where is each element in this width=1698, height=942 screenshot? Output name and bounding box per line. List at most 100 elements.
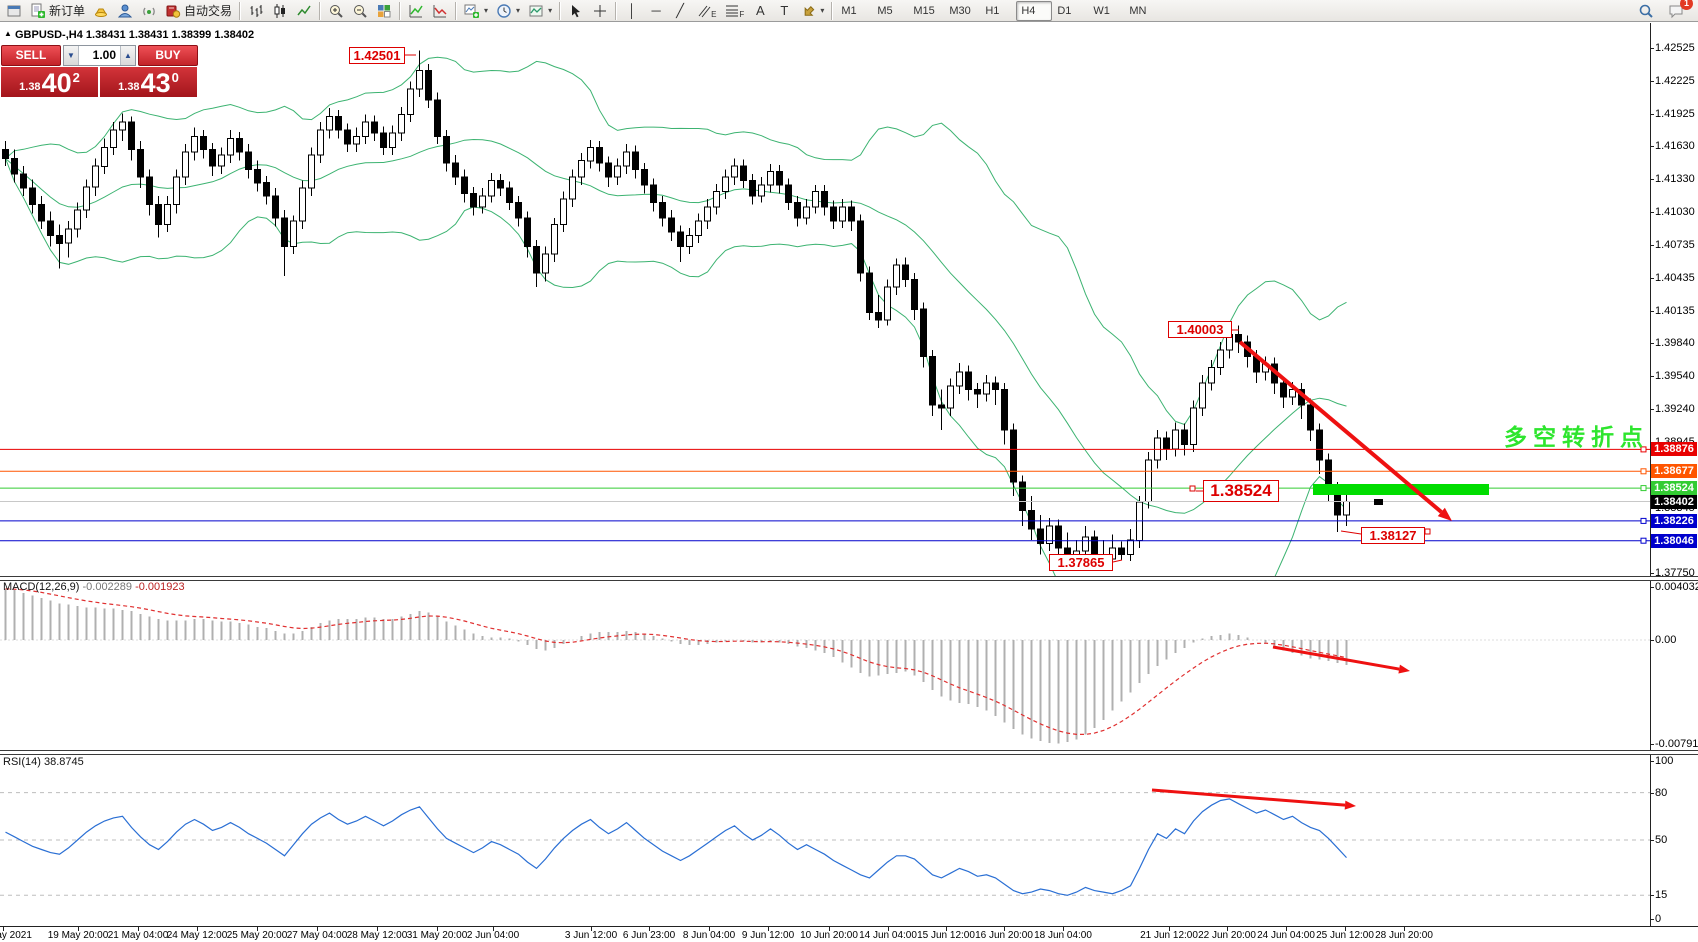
one-click-trading-panel: SELL ▼ 1.00 ▲ BUY 1.38 40 2 1.38 43 0 [1, 45, 198, 97]
candle-body [605, 162, 612, 178]
text-icon[interactable]: A [755, 3, 765, 18]
trend-arrow[interactable] [1151, 788, 1346, 807]
price-annotation-label[interactable]: 1.42501 [349, 47, 405, 64]
price-axis-tick: 1.41630 [1655, 140, 1695, 153]
candlestick-icon[interactable] [268, 0, 292, 22]
price-annotation-label[interactable]: 1.40003 [1168, 321, 1232, 338]
zoom-in-icon[interactable] [324, 0, 348, 22]
sell-button[interactable]: SELL [1, 45, 61, 66]
candlestick-icon [272, 3, 288, 19]
objects-list-icon[interactable] [428, 0, 452, 22]
label-leader-line [1112, 559, 1123, 563]
signals-icon[interactable] [137, 0, 161, 22]
volume-input[interactable]: 1.00 [92, 48, 116, 62]
price-annotation-label[interactable]: 1.38127 [1361, 527, 1425, 544]
community-icon[interactable] [113, 0, 137, 22]
candle-body [110, 129, 117, 148]
green-highlight-box[interactable] [1313, 484, 1489, 495]
trend-arrow[interactable] [1272, 645, 1400, 671]
chinese-annotation-text[interactable]: 多空转折点 [1504, 424, 1649, 450]
candle-body [533, 246, 540, 274]
candle-body [677, 231, 684, 247]
volume-stepper[interactable]: ▼ 1.00 ▲ [63, 45, 136, 66]
notification-badge: 1 [1680, 0, 1693, 10]
line-chart-icon[interactable] [292, 0, 316, 22]
pane-splitter-macd[interactable] [0, 576, 1698, 581]
candle-body [389, 132, 396, 148]
price-badge: 1.38046 [1651, 533, 1697, 548]
trend-arrow-head [1437, 507, 1452, 521]
fibonacci-icon[interactable]: F [720, 0, 748, 22]
price-annotation-label[interactable]: 1.37865 [1049, 554, 1113, 571]
channel-icon[interactable]: E [692, 0, 720, 22]
period-dropdown[interactable]: ▾ [492, 0, 524, 22]
time-axis-tick: 22 Jun 20:00 [1198, 930, 1256, 941]
trendline-icon[interactable]: ╱ [676, 2, 684, 18]
template-dropdown[interactable]: ▾ [524, 0, 556, 22]
line-handle[interactable] [1640, 537, 1647, 544]
timeframe-D1[interactable]: D1 [1057, 4, 1072, 17]
bar-chart-icon[interactable] [244, 0, 268, 22]
crosshair-icon[interactable] [588, 0, 612, 22]
timeframe-M15[interactable]: M15 [913, 4, 935, 17]
candle-body [65, 228, 72, 244]
candle-body [992, 382, 999, 390]
cursor-icon[interactable] [564, 0, 588, 22]
candle-body [1163, 437, 1170, 450]
autotrade-button[interactable]: 自动交易 [161, 0, 236, 22]
rsi-pane[interactable] [0, 753, 1650, 925]
timeframe-MN[interactable]: MN [1129, 4, 1147, 17]
candle-body [209, 149, 216, 167]
line-handle[interactable] [1640, 517, 1647, 524]
arrows-dropdown[interactable]: ▾ [796, 0, 828, 22]
sell-price[interactable]: 1.38 40 2 [1, 67, 98, 97]
label-icon[interactable]: T [780, 3, 789, 18]
trend-arrow[interactable] [1238, 340, 1443, 514]
volume-increase-button[interactable]: ▲ [120, 46, 135, 65]
zoom-in-icon [328, 3, 344, 19]
price-annotation-label[interactable]: 1.38524 [1203, 480, 1279, 502]
tile-windows-icon[interactable] [372, 0, 396, 22]
annotation-handle[interactable] [1189, 485, 1196, 492]
toolbar: 新订单 自动交易 ▾ ▾ ▾ │ ─ ╱ E F A T ▾ M1 M5 M15 M30 H1 H4 D1 W1 MN 1 [0, 0, 1698, 22]
annotation-handle[interactable] [1424, 528, 1431, 535]
chat-icon[interactable]: 1 [1664, 0, 1693, 22]
timeframe-M5[interactable]: M5 [877, 4, 893, 17]
search-icon[interactable] [1634, 0, 1658, 22]
vertical-line-icon[interactable]: │ [628, 3, 637, 18]
time-axis-tick: 24 May 12:00 [166, 930, 228, 941]
rsi-axis-tick: 80 [1655, 786, 1668, 799]
timeframe-M1[interactable]: M1 [841, 4, 857, 17]
main-chart[interactable] [0, 23, 1650, 576]
buy-button[interactable]: BUY [138, 45, 198, 66]
candle-body [515, 202, 522, 219]
macd-pane[interactable] [0, 579, 1650, 750]
autotrade-button [165, 3, 181, 19]
buy-price[interactable]: 1.38 43 0 [100, 67, 197, 97]
candle-body [1208, 367, 1215, 384]
volume-decrease-button[interactable]: ▼ [64, 46, 79, 65]
deposit-icon[interactable] [89, 0, 113, 22]
indicators-icon[interactable] [404, 0, 428, 22]
price-axis-tick: 1.41330 [1655, 173, 1695, 186]
macd-axis-tick: 0.00 [1655, 634, 1677, 646]
time-axis-tick: 21 May 04:00 [107, 930, 169, 941]
candle-body [497, 180, 504, 189]
pane-splitter-rsi[interactable] [0, 750, 1698, 755]
horizontal-line-icon[interactable]: ─ [651, 3, 661, 18]
line-handle[interactable] [1640, 485, 1647, 492]
arrows-dropdown [800, 3, 816, 19]
timeframe-H1[interactable]: H1 [985, 4, 1000, 17]
line-handle[interactable] [1640, 468, 1647, 475]
timeframe-W1[interactable]: W1 [1093, 4, 1110, 17]
new-order-button[interactable]: 新订单 [26, 0, 89, 22]
candle-body [191, 136, 198, 153]
timeframe-M30[interactable]: M30 [949, 4, 971, 17]
zoom-out-icon[interactable] [348, 0, 372, 22]
new-chart-button[interactable]: ▾ [460, 0, 492, 22]
time-axis-tick: 14 Jun 04:00 [859, 930, 917, 941]
line-handle[interactable] [1640, 446, 1647, 453]
rsi-line [5, 798, 1347, 896]
timeframe-H4[interactable]: H4 [1016, 0, 1053, 21]
